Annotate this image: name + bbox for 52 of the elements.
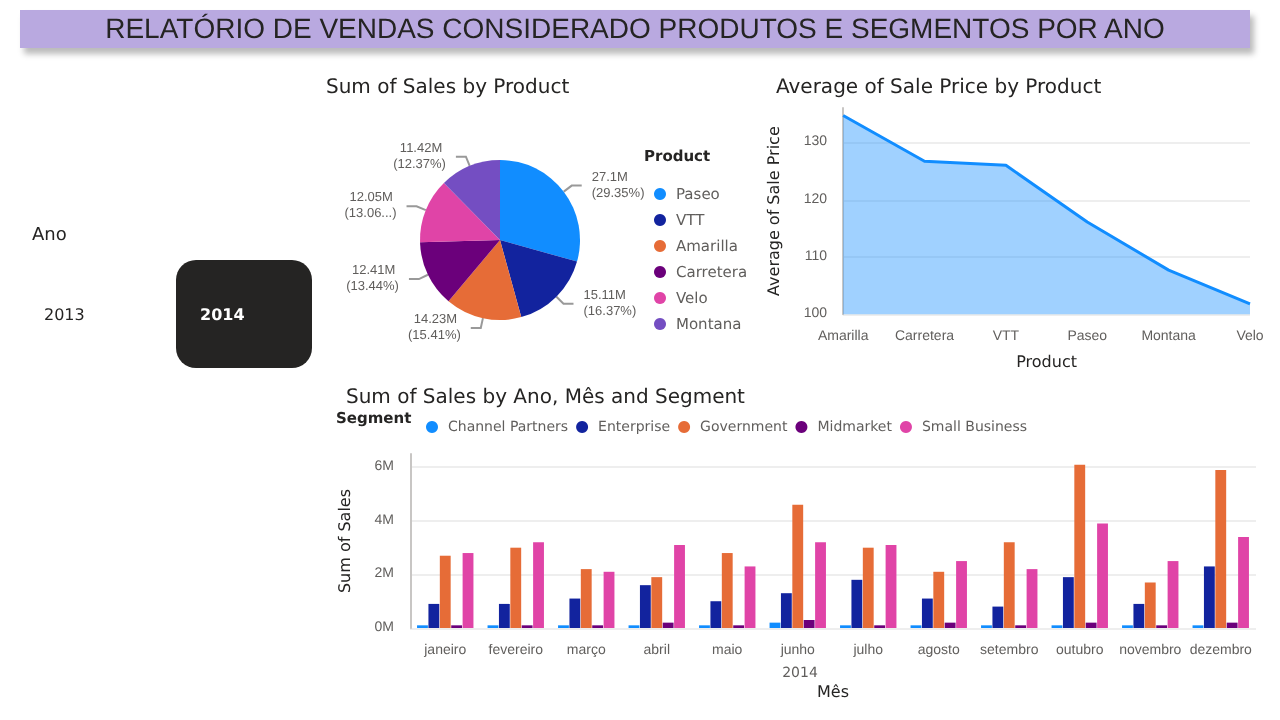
chart-title: Sum of Sales by Ano, Mês and Segment <box>346 387 746 409</box>
bar <box>933 571 945 628</box>
bar <box>721 553 733 628</box>
text: 2013 <box>42 303 87 327</box>
bar <box>510 547 522 628</box>
bar <box>1238 536 1249 628</box>
bar <box>1203 566 1215 628</box>
bar <box>569 598 581 628</box>
bar <box>992 606 1004 628</box>
bar <box>710 601 722 628</box>
bar <box>885 545 897 628</box>
bar <box>1144 582 1156 628</box>
text: Ano <box>32 226 67 246</box>
bar <box>1215 470 1227 628</box>
bar <box>1097 523 1108 628</box>
bar <box>1167 561 1179 628</box>
chart-title: Sum of Sales by Product <box>326 77 570 99</box>
bar <box>1062 577 1074 628</box>
bar <box>462 553 474 628</box>
bar <box>674 545 685 628</box>
bar <box>639 585 651 628</box>
bar <box>792 504 804 628</box>
bar <box>428 603 440 628</box>
bar <box>662 622 674 628</box>
bar <box>803 619 815 628</box>
bar <box>1003 542 1015 628</box>
bar <box>1133 603 1145 628</box>
bar <box>744 566 756 628</box>
bar <box>921 598 933 628</box>
y-axis-title: Average of Sale Price <box>765 126 783 296</box>
bar <box>1085 622 1097 628</box>
bar <box>956 561 967 628</box>
bar <box>1226 622 1238 628</box>
bar <box>439 555 451 628</box>
bar <box>1026 569 1038 628</box>
x-axis-title: Product <box>1016 353 1077 371</box>
bar <box>944 622 956 628</box>
bar <box>580 569 592 628</box>
chart-title: Average of Sale Price by Product <box>776 77 1102 99</box>
bar <box>1074 464 1086 628</box>
bar <box>533 542 544 628</box>
bar <box>498 603 510 628</box>
bar <box>603 571 615 628</box>
bar <box>851 579 863 628</box>
y-axis-title: Sum of Sales <box>335 488 354 594</box>
bar <box>862 547 874 628</box>
bar <box>815 542 826 628</box>
bar <box>780 593 792 628</box>
text: 2014 <box>176 260 312 368</box>
bar <box>651 577 663 628</box>
text: RELATÓRIO DE VENDAS CONSIDERADO PRODUTOS E SEGMENTOS POR ANO <box>20 10 1250 48</box>
x-axis-title: Mês <box>817 683 849 701</box>
